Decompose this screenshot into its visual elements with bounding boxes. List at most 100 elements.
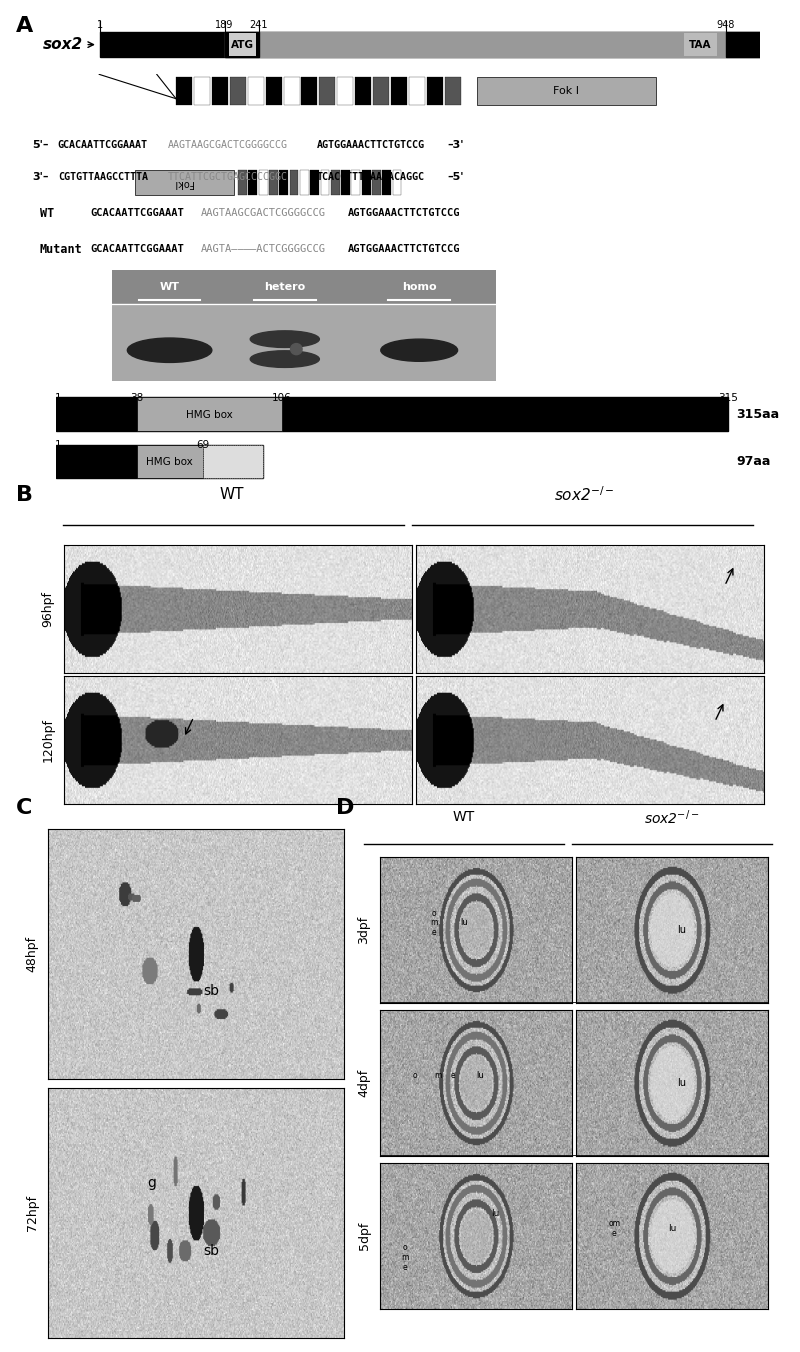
Text: 3dpf: 3dpf [358,917,370,944]
Text: 96hpf: 96hpf [42,591,54,627]
Bar [266,77,282,105]
Text: 315: 315 [718,392,738,403]
Ellipse shape [250,331,319,347]
Text: 72hpf: 72hpf [26,1195,38,1232]
Bar [212,77,228,105]
Bar [310,170,319,195]
Bar [338,77,354,105]
Text: hetero: hetero [264,283,306,292]
Text: sb: sb [203,984,219,998]
Text: sb: sb [203,1244,219,1257]
Text: AGTGGAAACTTCTGTCCG: AGTGGAAACTTCTGTCCG [348,245,461,254]
Bar [445,77,461,105]
Bar [248,77,264,105]
Text: GCACAATTCGGAAAT: GCACAATTCGGAAAT [58,141,148,150]
Text: 38: 38 [130,392,144,403]
Text: o: o [412,1071,417,1080]
Bar [137,445,203,479]
Text: WT: WT [220,487,244,503]
Text: AGTGGAAACTTCTGTCCG: AGTGGAAACTTCTGTCCG [348,208,461,218]
Text: lu: lu [677,1078,686,1088]
Text: 1: 1 [98,20,103,30]
Bar [302,77,318,105]
Text: homo: homo [402,283,437,292]
Text: AAGTA––––ACTCGGGGCCG: AAGTA––––ACTCGGGGCCG [201,245,326,254]
Text: o
m
e: o m e [402,1244,409,1272]
Bar [477,77,656,105]
Bar [225,31,259,58]
Bar [319,77,335,105]
Bar [238,170,247,195]
Bar [203,445,263,479]
Bar [391,77,407,105]
Text: 97aa: 97aa [737,456,771,468]
Text: Fok I: Fok I [554,87,579,96]
Text: GCACAATTCGGAAAT: GCACAATTCGGAAAT [90,245,184,254]
Text: lu: lu [461,918,468,927]
Bar [362,170,370,195]
Text: 4dpf: 4dpf [358,1069,370,1096]
Bar [373,77,389,105]
Bar [341,170,350,195]
Text: WT: WT [160,283,180,292]
Text: A: A [16,16,34,37]
Bar [283,77,299,105]
Bar [225,31,726,58]
Text: g: g [147,1176,156,1190]
Ellipse shape [127,338,212,362]
Text: 1: 1 [55,439,62,450]
Text: 1: 1 [55,392,62,403]
Bar [137,397,282,430]
Text: CGTGTTAAGCCTTTA: CGTGTTAAGCCTTTA [58,173,148,183]
Bar [300,170,309,195]
Bar [331,170,340,195]
Text: sox2$^{-/-}$: sox2$^{-/-}$ [644,808,700,826]
Text: –3': –3' [448,141,464,150]
Ellipse shape [250,350,319,368]
Text: B: B [16,485,33,506]
Text: 315aa: 315aa [737,408,780,420]
Text: lu: lu [668,1224,676,1233]
Text: AAGTAAGCGACTCGGGGCCG: AAGTAAGCGACTCGGGGCCG [201,208,326,218]
Text: sox2$^{-/-}$: sox2$^{-/-}$ [554,485,614,504]
Bar [56,397,728,430]
Bar [372,170,381,195]
Text: sox2: sox2 [43,37,83,53]
Text: WT: WT [40,207,54,219]
Text: 5'–: 5'– [32,141,49,150]
Text: TCACCTTTGAAGACAGGC: TCACCTTTGAAGACAGGC [317,173,425,183]
Text: TAA: TAA [690,39,712,50]
Bar [409,77,425,105]
Text: om
e: om e [608,1220,621,1238]
Text: o
m
e: o m e [430,909,438,937]
Text: Mutant: Mutant [40,243,82,256]
Bar [684,34,717,55]
Bar [56,445,263,479]
Bar [135,170,234,195]
Text: 48hpf: 48hpf [26,936,38,972]
Text: 189: 189 [215,20,234,30]
Bar [248,170,258,195]
Bar [194,77,210,105]
Text: GCACAATTCGGAAAT: GCACAATTCGGAAAT [90,208,184,218]
Bar [726,31,760,58]
Text: 948: 948 [717,20,735,30]
Text: –5': –5' [448,173,464,183]
Ellipse shape [290,343,302,354]
Text: FokI: FokI [173,177,193,188]
Text: 120hpf: 120hpf [42,718,54,763]
Text: TTCATTCGCTGAGCCCCGGC: TTCATTCGCTGAGCCCCGGC [168,173,288,183]
Text: D: D [336,798,354,818]
Bar [100,31,760,58]
Text: WT: WT [453,810,475,825]
Text: 3'–: 3'– [32,173,49,183]
Bar [427,77,443,105]
Bar [112,270,496,304]
Text: AGTGGAAACTTCTGTCCG: AGTGGAAACTTCTGTCCG [317,141,425,150]
Text: 69: 69 [197,439,210,450]
Text: lu: lu [476,1071,484,1080]
Bar [290,170,298,195]
Bar [279,170,288,195]
Text: HMG box: HMG box [146,457,193,466]
Bar [269,170,278,195]
